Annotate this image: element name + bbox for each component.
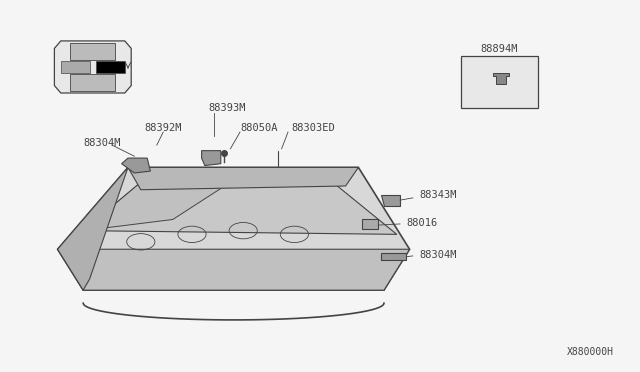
Polygon shape <box>96 61 125 73</box>
Polygon shape <box>128 167 358 190</box>
Polygon shape <box>58 167 128 290</box>
Polygon shape <box>70 43 115 60</box>
Polygon shape <box>58 249 410 290</box>
Text: 88304M: 88304M <box>419 250 457 260</box>
Text: X880000H: X880000H <box>568 347 614 357</box>
Polygon shape <box>362 219 378 229</box>
Polygon shape <box>381 253 406 260</box>
Polygon shape <box>54 41 131 93</box>
Text: 88303ED: 88303ED <box>291 124 335 133</box>
Polygon shape <box>58 167 410 290</box>
Text: 88894M: 88894M <box>481 44 518 54</box>
FancyBboxPatch shape <box>461 56 538 108</box>
Polygon shape <box>493 73 509 84</box>
Polygon shape <box>83 182 397 234</box>
Text: 88050A: 88050A <box>240 124 278 133</box>
Text: 88392M: 88392M <box>144 124 182 133</box>
Polygon shape <box>381 195 400 206</box>
Text: 88016: 88016 <box>406 218 438 228</box>
Polygon shape <box>122 158 150 173</box>
Polygon shape <box>61 61 90 73</box>
Polygon shape <box>70 74 115 91</box>
Polygon shape <box>83 182 230 231</box>
Polygon shape <box>202 151 221 166</box>
Text: 88393M: 88393M <box>208 103 246 113</box>
Text: 88343M: 88343M <box>419 190 457 200</box>
Text: 88304M: 88304M <box>83 138 121 148</box>
